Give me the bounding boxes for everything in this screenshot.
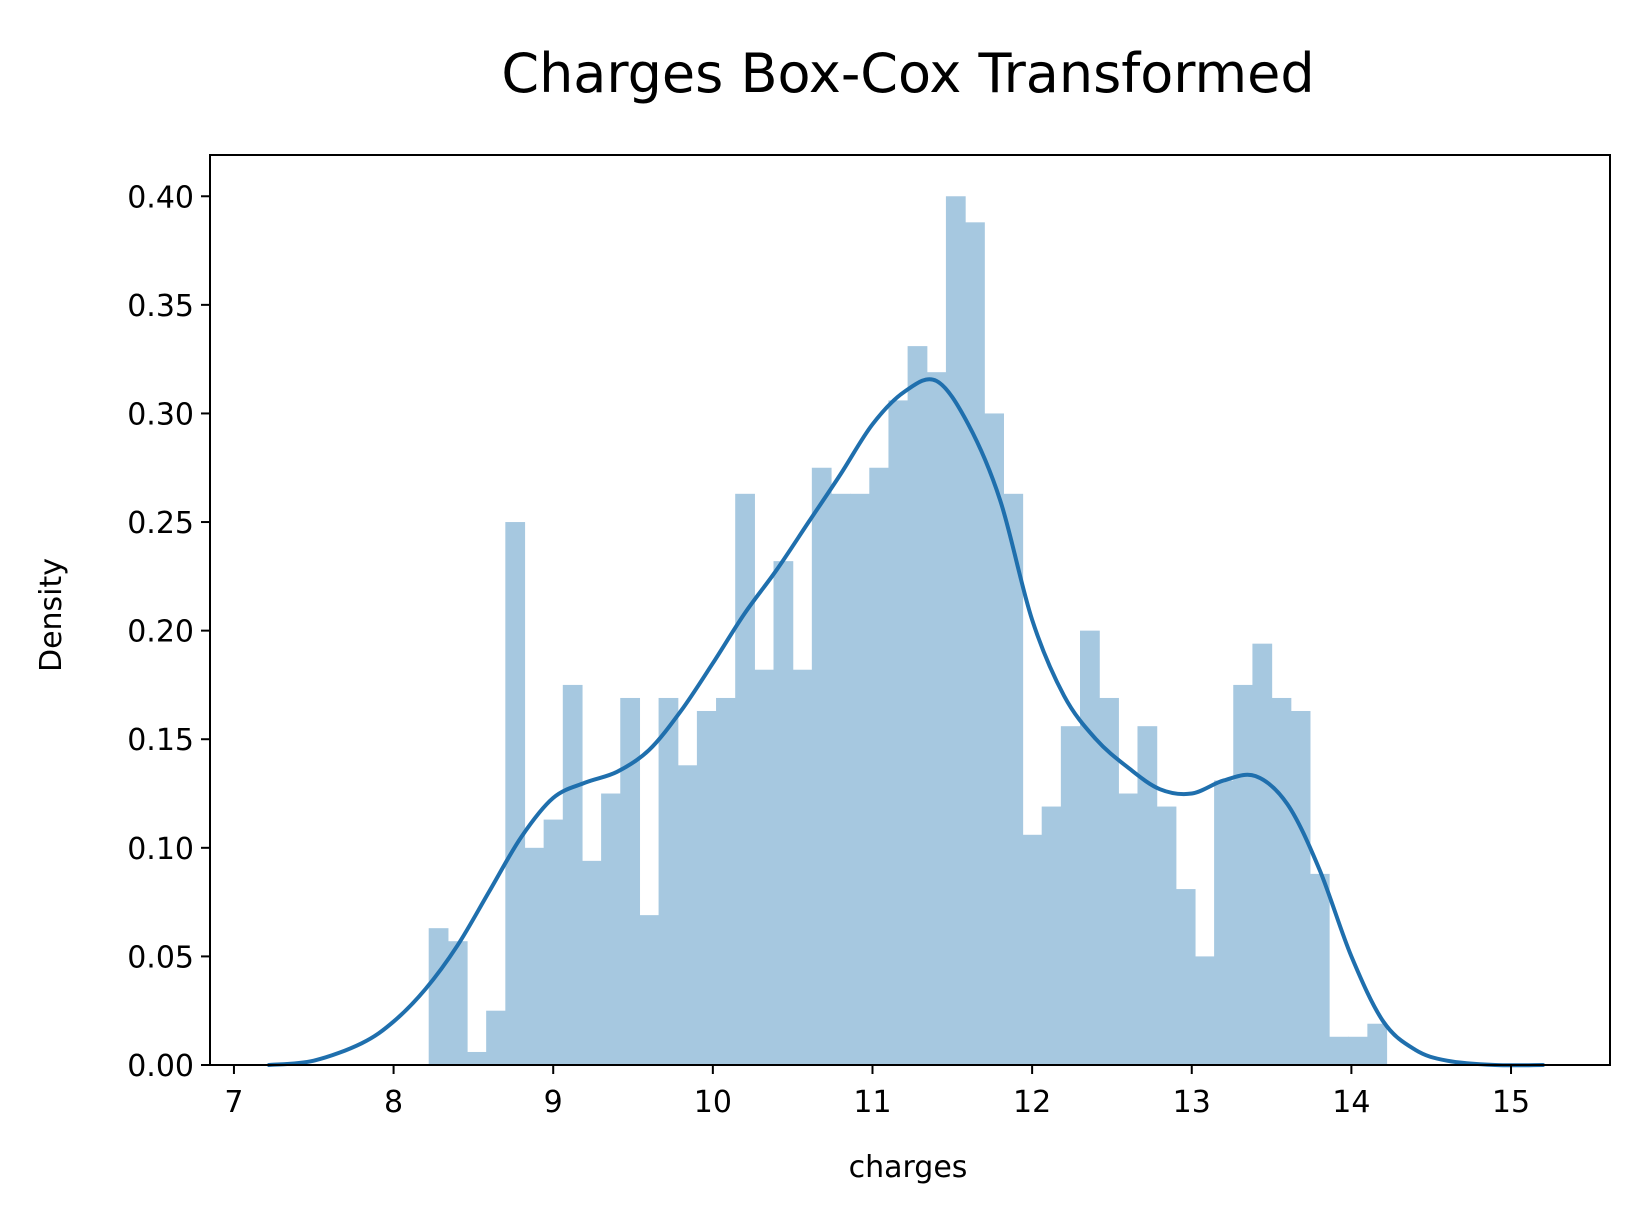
histogram-bar bbox=[1194, 956, 1215, 1065]
histogram-bar bbox=[811, 467, 832, 1065]
histogram-bar bbox=[1367, 1023, 1388, 1065]
histogram-bar bbox=[1041, 806, 1062, 1065]
histogram-bar bbox=[1060, 726, 1081, 1065]
histogram-bar bbox=[1252, 643, 1273, 1065]
histogram-bar bbox=[773, 561, 794, 1065]
histogram-bar bbox=[524, 847, 545, 1065]
y-tick-label: 0.40 bbox=[127, 180, 194, 215]
histogram-bar bbox=[601, 793, 621, 1065]
histogram-bar bbox=[1309, 873, 1330, 1065]
x-axis-label: charges bbox=[849, 1150, 968, 1185]
histogram-bar bbox=[1348, 1036, 1368, 1065]
histogram-bar bbox=[696, 710, 717, 1065]
histogram-bar bbox=[1099, 697, 1119, 1065]
y-tick-label: 0.35 bbox=[127, 289, 194, 324]
y-tick-label: 0.20 bbox=[127, 615, 194, 650]
histogram-bar bbox=[620, 697, 641, 1065]
chart-title: Charges Box-Cox Transformed bbox=[501, 42, 1314, 105]
histogram-bar bbox=[1022, 834, 1043, 1065]
histogram-bar bbox=[735, 493, 755, 1066]
y-tick-label: 0.30 bbox=[127, 397, 194, 432]
histogram-bar bbox=[907, 346, 928, 1065]
x-tick-label: 8 bbox=[384, 1085, 403, 1120]
x-tick-label: 9 bbox=[544, 1085, 563, 1120]
y-tick-label: 0.15 bbox=[127, 723, 194, 758]
plot-frame bbox=[209, 154, 1611, 1066]
histogram-bar bbox=[1003, 493, 1024, 1066]
histogram-bar bbox=[850, 493, 870, 1066]
x-tick-label: 15 bbox=[1492, 1085, 1530, 1120]
x-tick-label: 14 bbox=[1332, 1085, 1370, 1120]
histogram-bar bbox=[1271, 697, 1292, 1065]
histogram-bar bbox=[869, 467, 890, 1065]
y-axis-ticks: 0.00 0.05 0.10 0.15 0.20 0.25 0.30 0.35 0.40 bbox=[127, 180, 210, 1084]
y-axis-label: Density bbox=[34, 558, 69, 672]
histogram-bar bbox=[1137, 726, 1158, 1065]
histogram-bar bbox=[428, 928, 449, 1065]
histogram-bar bbox=[1080, 630, 1100, 1065]
histogram-bar bbox=[1118, 793, 1139, 1065]
histogram-bar bbox=[486, 1010, 506, 1065]
x-axis-ticks: 7 8 9 10 11 12 13 14 15 bbox=[224, 1065, 1530, 1120]
histogram-bar bbox=[754, 669, 775, 1065]
histogram-bar bbox=[1233, 684, 1254, 1065]
x-tick-label: 7 bbox=[224, 1085, 243, 1120]
x-tick-label: 12 bbox=[1013, 1085, 1051, 1120]
histogram-bar bbox=[1214, 780, 1234, 1065]
histogram-bar bbox=[447, 941, 468, 1065]
histogram-bar bbox=[888, 400, 909, 1065]
histogram-bar bbox=[677, 765, 698, 1065]
y-tick-label: 0.00 bbox=[127, 1049, 194, 1084]
histogram-bar bbox=[926, 372, 947, 1065]
kde-curve bbox=[267, 377, 1545, 1068]
histogram-bar bbox=[1329, 1036, 1349, 1065]
histogram-bar bbox=[1175, 889, 1196, 1065]
histogram-bar bbox=[543, 819, 564, 1065]
y-tick-label: 0.25 bbox=[127, 506, 194, 541]
histogram-bar bbox=[467, 1051, 487, 1065]
histogram-bar bbox=[1290, 710, 1311, 1065]
histogram-bar bbox=[792, 669, 813, 1065]
y-tick-label: 0.10 bbox=[127, 832, 194, 867]
x-tick-label: 10 bbox=[694, 1085, 732, 1120]
histogram-bar bbox=[716, 697, 736, 1065]
histogram-bars bbox=[428, 196, 1388, 1066]
histogram-bar bbox=[1156, 806, 1177, 1065]
y-tick-label: 0.05 bbox=[127, 940, 194, 975]
x-tick-label: 13 bbox=[1173, 1085, 1211, 1120]
histogram-bar bbox=[505, 522, 526, 1065]
histogram-bar bbox=[562, 684, 583, 1065]
histogram-bar bbox=[945, 196, 966, 1066]
histogram-bar bbox=[965, 222, 985, 1065]
x-tick-label: 11 bbox=[853, 1085, 891, 1120]
histogram-bar bbox=[639, 915, 660, 1065]
histogram-bar bbox=[984, 413, 1004, 1065]
histogram-bar bbox=[581, 860, 602, 1065]
histogram-bar bbox=[658, 697, 679, 1065]
histogram-bar bbox=[830, 493, 851, 1066]
